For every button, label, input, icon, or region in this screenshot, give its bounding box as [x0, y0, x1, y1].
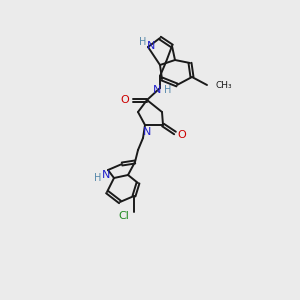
Text: N: N — [153, 85, 161, 95]
Text: Cl: Cl — [118, 211, 129, 221]
Text: O: O — [178, 130, 186, 140]
Text: CH₃: CH₃ — [215, 80, 232, 89]
Text: H: H — [139, 37, 147, 47]
Text: O: O — [121, 95, 129, 105]
Text: N: N — [143, 127, 151, 137]
Text: N: N — [147, 41, 155, 51]
Text: H: H — [164, 85, 172, 95]
Text: H: H — [94, 173, 102, 183]
Text: N: N — [102, 170, 110, 180]
